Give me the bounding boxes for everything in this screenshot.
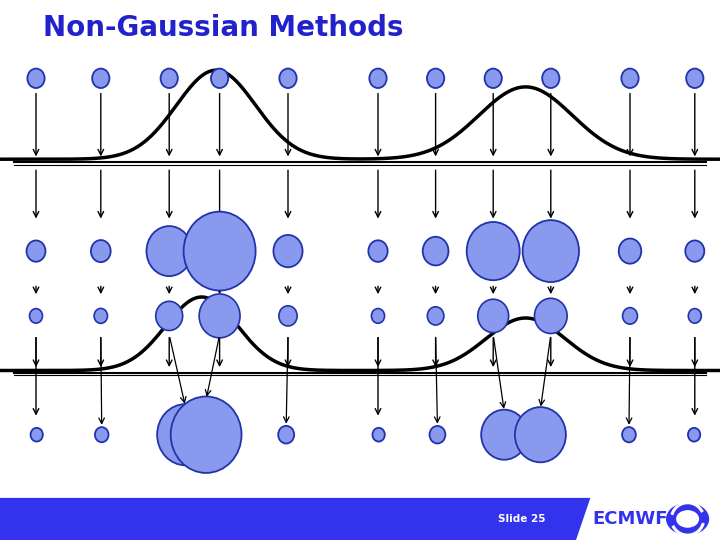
Circle shape xyxy=(677,511,698,527)
Ellipse shape xyxy=(156,301,183,330)
Ellipse shape xyxy=(161,69,178,88)
Ellipse shape xyxy=(427,69,444,88)
Circle shape xyxy=(666,503,709,535)
Ellipse shape xyxy=(523,220,579,282)
Ellipse shape xyxy=(542,69,559,88)
Ellipse shape xyxy=(94,308,107,323)
Ellipse shape xyxy=(621,69,639,88)
Ellipse shape xyxy=(369,240,387,262)
Ellipse shape xyxy=(428,307,444,325)
Ellipse shape xyxy=(515,407,566,462)
Ellipse shape xyxy=(274,235,302,267)
Ellipse shape xyxy=(157,404,214,465)
Ellipse shape xyxy=(686,69,703,88)
Polygon shape xyxy=(0,498,590,540)
Ellipse shape xyxy=(27,69,45,88)
Ellipse shape xyxy=(278,426,294,443)
Ellipse shape xyxy=(91,240,111,262)
Text: ECMWF: ECMWF xyxy=(593,510,667,528)
Ellipse shape xyxy=(622,427,636,442)
Ellipse shape xyxy=(430,426,446,443)
Ellipse shape xyxy=(30,309,42,323)
Ellipse shape xyxy=(171,396,241,473)
Ellipse shape xyxy=(92,69,109,88)
Ellipse shape xyxy=(279,306,297,326)
Ellipse shape xyxy=(27,240,45,262)
Ellipse shape xyxy=(372,428,384,442)
Ellipse shape xyxy=(534,298,567,334)
Ellipse shape xyxy=(199,294,240,338)
Ellipse shape xyxy=(184,212,256,291)
Ellipse shape xyxy=(478,299,508,333)
Ellipse shape xyxy=(30,428,42,442)
Ellipse shape xyxy=(485,69,502,88)
Ellipse shape xyxy=(279,69,297,88)
Text: Non-Gaussian Methods: Non-Gaussian Methods xyxy=(43,14,404,42)
Ellipse shape xyxy=(423,237,449,266)
Ellipse shape xyxy=(688,309,701,323)
Ellipse shape xyxy=(372,308,384,323)
Ellipse shape xyxy=(211,69,228,88)
Text: Slide 25: Slide 25 xyxy=(498,514,546,524)
Ellipse shape xyxy=(369,69,387,88)
Ellipse shape xyxy=(95,427,109,442)
Ellipse shape xyxy=(467,222,520,280)
Ellipse shape xyxy=(481,410,527,460)
Ellipse shape xyxy=(688,428,701,442)
Ellipse shape xyxy=(623,308,637,324)
Ellipse shape xyxy=(146,226,192,276)
Ellipse shape xyxy=(618,239,642,264)
Ellipse shape xyxy=(685,240,704,262)
